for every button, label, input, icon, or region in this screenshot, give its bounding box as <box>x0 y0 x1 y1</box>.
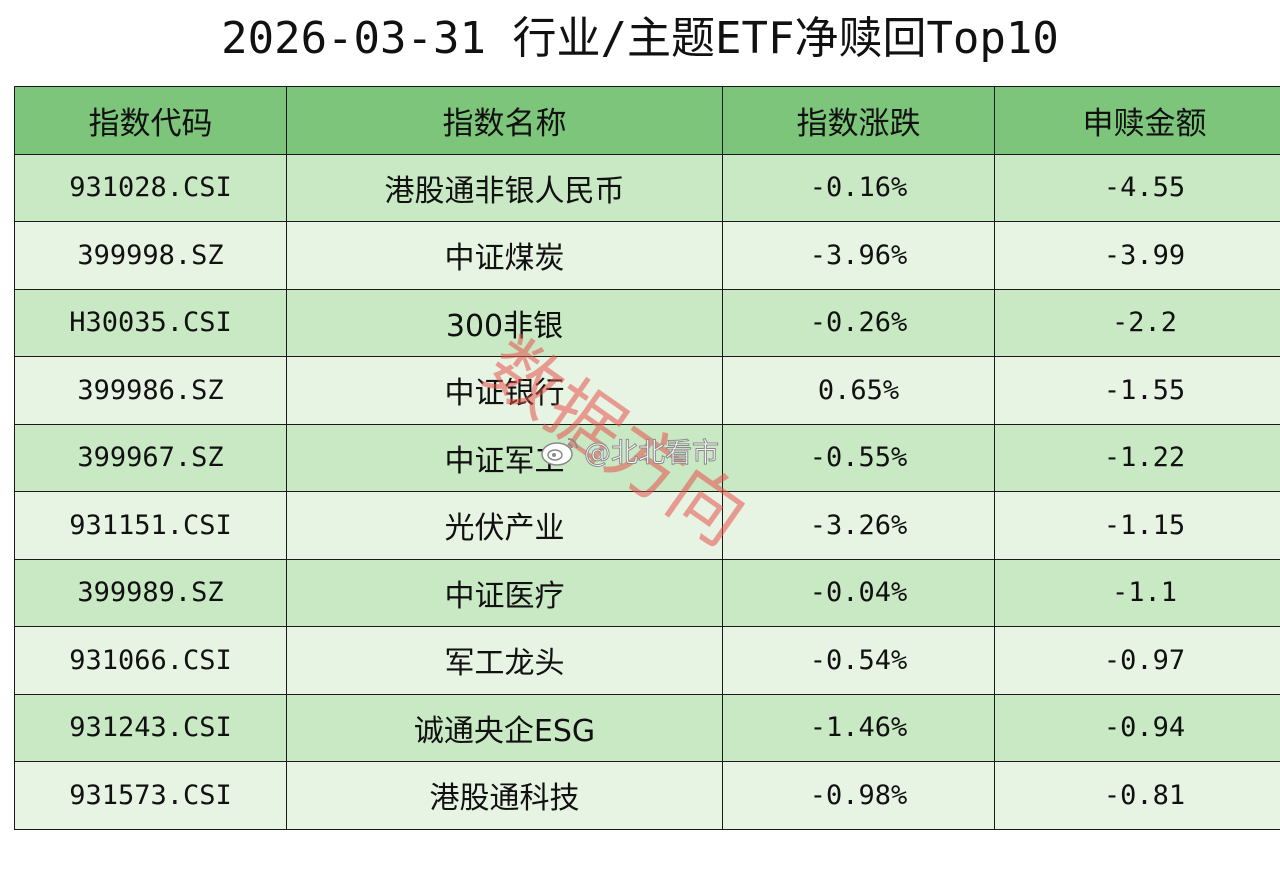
cell-index-change: -0.55% <box>722 423 995 492</box>
cell-index-change: 0.65% <box>722 356 995 425</box>
cell-index-name: 中证军工 <box>286 423 723 492</box>
page-title: 2026-03-31 行业/主题ETF净赎回Top10 <box>221 13 1059 64</box>
cell-index-code: 931243.CSI <box>14 693 287 762</box>
table-row: 399967.SZ 中证军工 -0.55% -1.22 <box>14 423 1280 492</box>
cell-index-name: 港股通非银人民币 <box>286 153 723 222</box>
cell-index-change: -3.26% <box>722 491 995 560</box>
cell-index-change: -0.04% <box>722 558 995 627</box>
cell-index-code: 399989.SZ <box>14 558 287 627</box>
cell-index-code: 931573.CSI <box>14 761 287 830</box>
cell-redemption-amount: -1.1 <box>994 558 1280 627</box>
cell-index-change: -0.16% <box>722 153 995 222</box>
table-row: 931243.CSI 诚通央企ESG -1.46% -0.94 <box>14 693 1280 762</box>
cell-redemption-amount: -1.15 <box>994 491 1280 560</box>
cell-index-change: -0.98% <box>722 761 995 830</box>
cell-index-code: 931151.CSI <box>14 491 287 560</box>
header-index-change: 指数涨跌 <box>722 86 995 155</box>
cell-index-name: 中证医疗 <box>286 558 723 627</box>
cell-index-name: 光伏产业 <box>286 491 723 560</box>
table-row: 931028.CSI 港股通非银人民币 -0.16% -4.55 <box>14 153 1280 222</box>
cell-index-code: 931066.CSI <box>14 626 287 695</box>
table-header-row: 指数代码 指数名称 指数涨跌 申赎金额 <box>14 86 1280 155</box>
table-row: 399989.SZ 中证医疗 -0.04% -1.1 <box>14 558 1280 627</box>
cell-redemption-amount: -0.94 <box>994 693 1280 762</box>
cell-index-code: 931028.CSI <box>14 153 287 222</box>
cell-index-change: -1.46% <box>722 693 995 762</box>
table-row: 399986.SZ 中证银行 0.65% -1.55 <box>14 356 1280 425</box>
cell-redemption-amount: -0.97 <box>994 626 1280 695</box>
cell-index-name: 港股通科技 <box>286 761 723 830</box>
cell-redemption-amount: -3.99 <box>994 221 1280 290</box>
table-row: 931066.CSI 军工龙头 -0.54% -0.97 <box>14 626 1280 695</box>
table-row: H30035.CSI 300非银 -0.26% -2.2 <box>14 288 1280 357</box>
table-row: 399998.SZ 中证煤炭 -3.96% -3.99 <box>14 221 1280 290</box>
header-redemption-amount: 申赎金额 <box>994 86 1280 155</box>
cell-index-name: 中证银行 <box>286 356 723 425</box>
cell-index-name: 军工龙头 <box>286 626 723 695</box>
cell-index-code: 399967.SZ <box>14 423 287 492</box>
cell-index-name: 诚通央企ESG <box>286 693 723 762</box>
cell-redemption-amount: -0.81 <box>994 761 1280 830</box>
cell-index-code: 399986.SZ <box>14 356 287 425</box>
cell-index-code: 399998.SZ <box>14 221 287 290</box>
cell-redemption-amount: -1.22 <box>994 423 1280 492</box>
cell-redemption-amount: -1.55 <box>994 356 1280 425</box>
cell-index-name: 300非银 <box>286 288 723 357</box>
header-index-code: 指数代码 <box>14 86 287 155</box>
etf-redemption-table: 指数代码 指数名称 指数涨跌 申赎金额 931028.CSI 港股通非银人民币 … <box>14 86 1280 830</box>
table-row: 931151.CSI 光伏产业 -3.26% -1.15 <box>14 491 1280 560</box>
cell-index-change: -0.26% <box>722 288 995 357</box>
header-index-name: 指数名称 <box>286 86 723 155</box>
cell-redemption-amount: -2.2 <box>994 288 1280 357</box>
cell-index-code: H30035.CSI <box>14 288 287 357</box>
cell-index-name: 中证煤炭 <box>286 221 723 290</box>
cell-redemption-amount: -4.55 <box>994 153 1280 222</box>
cell-index-change: -0.54% <box>722 626 995 695</box>
table-row: 931573.CSI 港股通科技 -0.98% -0.81 <box>14 761 1280 830</box>
cell-index-change: -3.96% <box>722 221 995 290</box>
